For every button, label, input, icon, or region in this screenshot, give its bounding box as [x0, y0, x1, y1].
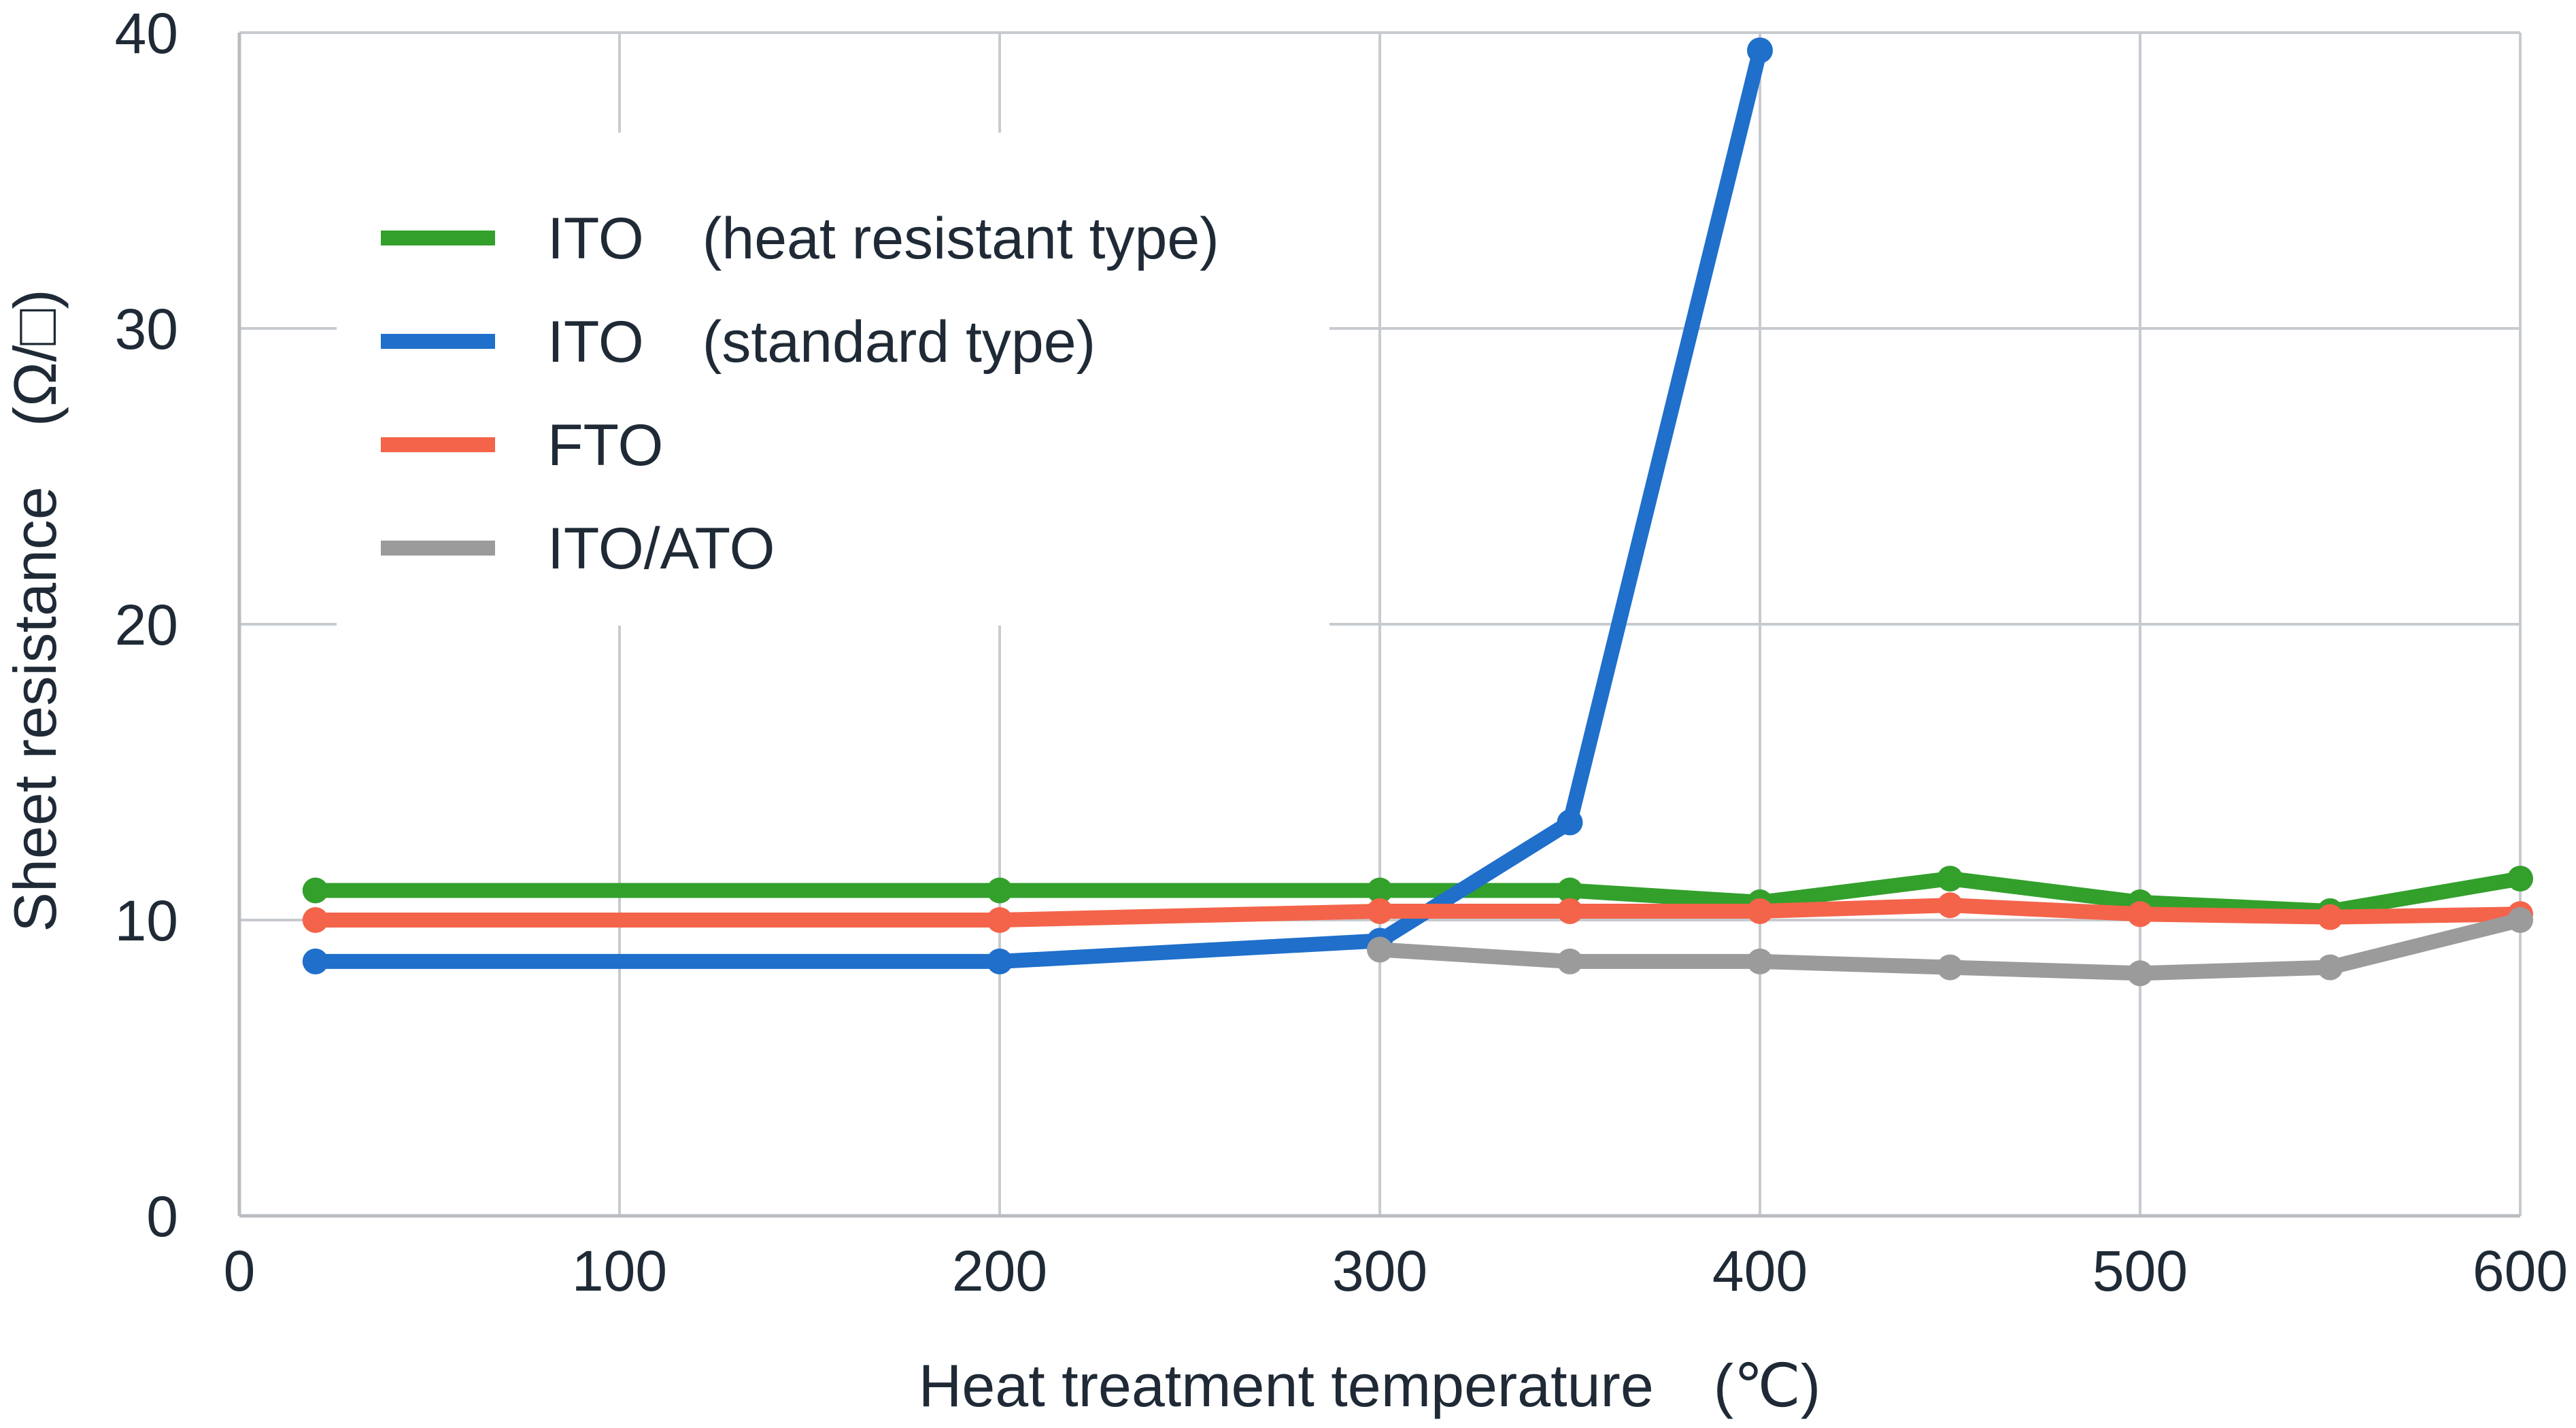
data-point: [302, 907, 328, 933]
data-point: [1937, 954, 1963, 981]
data-point: [1557, 809, 1583, 836]
x-tick-label: 300: [1332, 1239, 1427, 1303]
y-tick-label: 10: [115, 889, 178, 953]
series-3: [302, 892, 2533, 933]
data-point: [987, 907, 1013, 933]
x-tick-label: 0: [224, 1239, 256, 1303]
data-point: [1747, 898, 1773, 924]
x-axis-title: Heat treatment temperature (℃): [919, 1352, 1820, 1419]
x-tick-label: 500: [2092, 1239, 2188, 1303]
legend: ITO (heat resistant type) ITO (standard t…: [381, 206, 1219, 581]
data-point: [302, 877, 328, 904]
data-point: [1937, 892, 1963, 919]
legend-background: [337, 133, 1329, 626]
data-point: [1557, 948, 1583, 974]
legend-item: ITO (standard type): [381, 309, 1096, 375]
legend-label: ITO (heat resistant type): [547, 206, 1219, 271]
legend-label: FTO: [547, 413, 663, 478]
data-point: [2507, 866, 2533, 892]
data-point: [987, 948, 1013, 974]
legend-item: ITO/ATO: [381, 516, 775, 581]
x-tick-label: 600: [2473, 1239, 2568, 1303]
legend-item: ITO (heat resistant type): [381, 206, 1219, 271]
data-point: [1557, 898, 1583, 924]
series-4: [1367, 907, 2533, 987]
y-tick-label: 40: [115, 1, 178, 65]
data-point: [2317, 904, 2343, 930]
data-point: [1367, 877, 1393, 904]
data-point: [987, 877, 1013, 904]
data-point: [1557, 877, 1583, 904]
data-point: [1367, 898, 1393, 924]
data-point: [1367, 936, 1393, 963]
y-tick-label: 20: [115, 593, 178, 657]
legend-label: ITO/ATO: [547, 516, 775, 581]
y-tick-label: 30: [115, 297, 178, 361]
series-layer: [302, 37, 2533, 987]
x-tick-label: 400: [1712, 1239, 1808, 1303]
data-point: [2127, 960, 2153, 987]
data-point: [1747, 948, 1773, 974]
data-point: [302, 948, 328, 974]
y-tick-label: 0: [146, 1185, 178, 1248]
y-axis-title: Sheet resistance (Ω/□): [1, 289, 69, 932]
data-point: [1937, 866, 1963, 892]
data-point: [2317, 954, 2343, 981]
legend-item: FTO: [381, 413, 663, 478]
data-point: [1747, 37, 1773, 64]
series-line: [307, 898, 2528, 928]
x-tick-label: 200: [952, 1239, 1047, 1303]
data-point: [2127, 901, 2153, 928]
legend-label: ITO (standard type): [547, 309, 1096, 375]
data-point: [2507, 907, 2533, 933]
ticks: 0 100 200 300 400 500 600 0 10 20 30 40: [115, 1, 2569, 1303]
x-tick-label: 100: [572, 1239, 667, 1303]
